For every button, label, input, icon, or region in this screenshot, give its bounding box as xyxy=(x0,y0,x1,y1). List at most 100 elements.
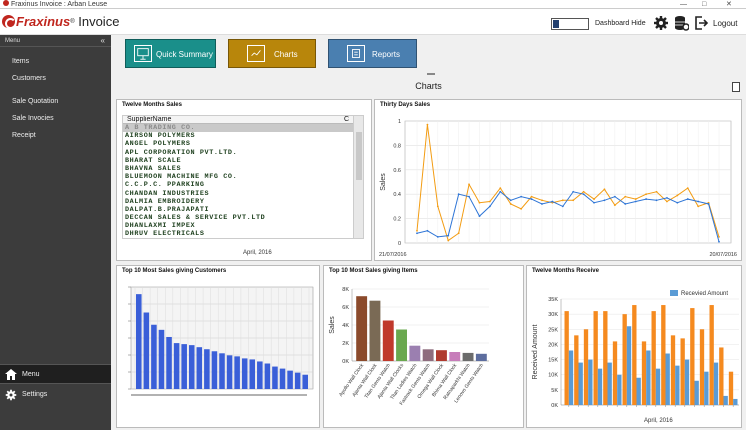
gear-icon[interactable] xyxy=(653,15,669,31)
top10-customers-chart xyxy=(128,286,314,427)
export-icon[interactable] xyxy=(732,82,740,92)
bar xyxy=(641,341,647,405)
sidebar-bottom-menu[interactable]: Menu xyxy=(0,364,111,384)
sidebar-item-customers[interactable]: Customers xyxy=(12,75,46,82)
brand-circle-icon xyxy=(2,14,16,29)
charts-button[interactable]: Charts xyxy=(228,39,316,68)
brand-logo: Fraxinus® Invoice xyxy=(2,13,119,31)
maximize-button[interactable]: □ xyxy=(702,1,707,8)
supplier-row[interactable]: BHAVNA SALES xyxy=(125,164,182,173)
bar xyxy=(356,296,368,361)
y-tick-label: 0K xyxy=(342,359,349,365)
bar xyxy=(719,347,724,405)
bar xyxy=(173,343,180,389)
sidebar-item-items[interactable]: Items xyxy=(12,58,30,65)
minimize-button[interactable]: — xyxy=(680,1,687,8)
bar xyxy=(475,353,487,361)
scroll-thumb[interactable] xyxy=(356,132,362,180)
bar xyxy=(302,374,308,389)
supplier-row[interactable]: AIRSON POLYMERS xyxy=(125,132,196,141)
twelve-months-sales-panel: Twelve Months Sales SupplierName C A B T… xyxy=(116,99,372,261)
y-tick-label: 5K xyxy=(551,388,558,394)
twelve-months-receive-panel: Twelve Months Receive 35K 30K 25K 20K 15K 10K… xyxy=(526,265,742,428)
sidebar-bottom-settings[interactable]: Settings xyxy=(0,385,111,405)
sidebar-item-sale-quotation[interactable]: Sale Quotation xyxy=(12,98,59,105)
supplier-row[interactable]: APL CORPORATION PVT.LTD. xyxy=(125,148,238,157)
top10-items-panel: Top 10 Most Sales giving Items 8K 6K 4K 2K 0… xyxy=(323,265,524,428)
bar xyxy=(396,329,407,361)
reports-button[interactable]: Reports xyxy=(328,39,417,68)
data-point xyxy=(572,190,575,193)
sidebar-collapse-icon[interactable]: « xyxy=(100,36,105,45)
supplier-list-scrollbar[interactable] xyxy=(353,116,363,238)
bar xyxy=(249,359,256,389)
bar xyxy=(422,349,434,361)
bar xyxy=(588,359,593,405)
supplier-row[interactable]: BHARAT SCALE xyxy=(125,156,182,165)
x-end-label: 20/07/2016 xyxy=(709,252,737,258)
bar xyxy=(136,294,142,389)
data-point xyxy=(707,203,710,205)
bar xyxy=(655,368,661,405)
bar xyxy=(279,368,286,389)
supplier-row[interactable]: DALPAT.B.PRAJAPATI xyxy=(125,205,210,214)
bar xyxy=(143,312,150,389)
supplier-row[interactable]: DHANLAXMI IMPEX xyxy=(125,222,196,231)
bar xyxy=(226,355,233,389)
supplier-row[interactable]: DECCAN SALES & SERVICE PVT.LTD xyxy=(125,214,266,223)
dashboard-hide-toggle[interactable] xyxy=(551,18,589,30)
data-point xyxy=(645,193,648,196)
bar xyxy=(166,336,172,389)
bar xyxy=(234,356,240,389)
charts-label: Charts xyxy=(274,50,298,59)
quick-summary-button[interactable]: Quick Summary xyxy=(125,39,216,68)
database-settings-icon[interactable] xyxy=(673,15,689,31)
data-point xyxy=(530,198,533,200)
data-point xyxy=(676,201,679,204)
logout-link[interactable]: Logout xyxy=(713,19,738,28)
supplier-row[interactable]: CHANDAN INDUSTRIES xyxy=(125,189,210,198)
logout-icon[interactable] xyxy=(693,15,709,31)
sidebar-bottom-menu-label: Menu xyxy=(22,371,40,378)
bar xyxy=(704,371,709,405)
supplier-row[interactable]: ANGEL POLYMERS xyxy=(125,140,191,149)
supplier-row[interactable]: BLUEMOON MACHINE MFG CO. xyxy=(125,173,238,182)
bar xyxy=(622,314,627,405)
supplier-row[interactable]: DHRUV ELECTRICALS xyxy=(125,230,205,239)
bar xyxy=(680,338,685,405)
bar xyxy=(181,344,187,389)
data-point xyxy=(551,200,554,203)
window-title: Fraxinus Invoice : Arban Leuse xyxy=(11,1,108,8)
data-point xyxy=(572,199,575,202)
data-point xyxy=(509,203,512,205)
y-tick-label: 0.8 xyxy=(393,143,401,149)
settings-gear-icon xyxy=(5,389,17,401)
y-tick-label: 0K xyxy=(551,403,558,409)
bar xyxy=(690,308,695,405)
sidebar-bottom-settings-label: Settings xyxy=(22,391,48,398)
supplier-row[interactable]: DALMIA EMBROIDERY xyxy=(125,197,205,206)
supplier-row[interactable]: C.C.P.C. PPARKING xyxy=(125,181,205,190)
panel-title: Top 10 Most Sales giving Items xyxy=(329,268,418,274)
page-scroll-handle[interactable] xyxy=(427,73,435,75)
sidebar-item-receipt[interactable]: Receipt xyxy=(12,132,36,139)
supplier-list[interactable]: SupplierName C A B TRADING CO. AIRSON POL… xyxy=(122,115,364,239)
x-start-label: 21/07/2016 xyxy=(379,252,407,258)
bar xyxy=(241,358,248,389)
data-point xyxy=(447,239,450,242)
supplier-row[interactable]: A B TRADING CO. xyxy=(123,124,363,133)
data-point xyxy=(541,199,543,202)
month-label: April, 2016 xyxy=(644,418,673,424)
close-button[interactable]: ✕ xyxy=(726,1,732,8)
supplier-list-header[interactable]: SupplierName C xyxy=(123,116,363,124)
y-tick-label: 6K xyxy=(342,305,349,311)
bar xyxy=(151,324,157,389)
bar xyxy=(728,371,734,405)
bar xyxy=(462,352,474,361)
panel-title: Twelve Months Receive xyxy=(532,268,599,274)
sidebar-item-sale-invoices[interactable]: Sale Invocies xyxy=(12,115,54,122)
y-tick-label: 4K xyxy=(342,323,349,329)
data-point xyxy=(488,200,491,203)
bar xyxy=(713,362,719,405)
